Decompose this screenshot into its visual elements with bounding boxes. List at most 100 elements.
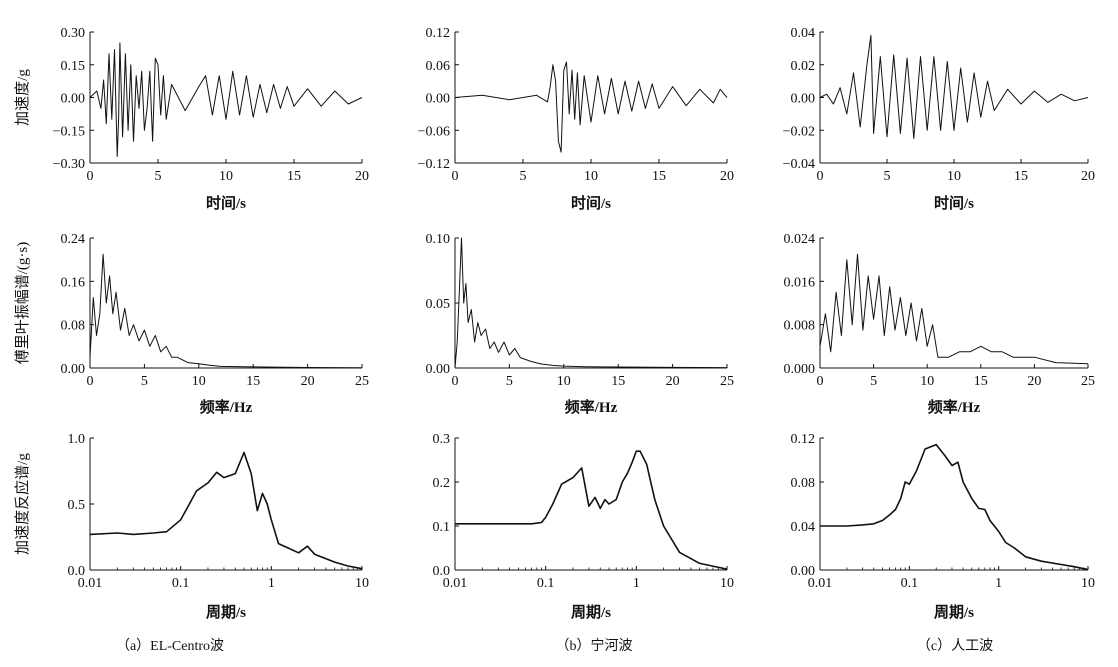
y-tick-label: 0.008 [784,319,816,334]
x-tick-label: 20 [1081,169,1095,184]
x-tick-label: 10 [720,576,734,591]
x-tick-label: 0 [817,374,824,389]
chart-b-fas: 0.00 0.05 0.10 0 5 10 15 20 25 频率/Hz [426,232,735,416]
y-tick-label: 0.00 [791,564,816,579]
x-tick-label: 25 [355,374,369,389]
x-tick-label: 25 [1081,374,1095,389]
x-axis-label: 周期/s [571,603,611,621]
y-tick-label: 0.3 [433,432,451,447]
chart-a-fas: 0.00 0.08 0.16 0.24 0 5 10 15 20 25 频率/Hz 傅里叶振幅谱/(g… [14,232,369,416]
y-axis-label: 傅里叶振幅谱/(g·s) [14,242,31,365]
y-tick-label: 0.2 [433,476,451,491]
x-tick-label: 10 [1081,576,1095,591]
y-tick-label: −0.15 [53,124,85,139]
chart-c-fas: 0.000 0.008 0.016 0.024 0 5 10 15 20 25 频率/Hz [784,232,1096,416]
y-tick-label: 0.15 [61,59,86,74]
x-axis-label: 周期/s [206,603,246,621]
plots-container: −0.30−0.150.000.150.300 5 10 15 20时间/s加速度/g−… [13,26,1095,621]
x-tick-label: 15 [287,169,301,184]
x-tick-label: 20 [301,374,315,389]
x-tick-label: 20 [1027,374,1041,389]
chart-b-rsa: 0.0 0.1 0.2 0.3 0.01 0.1 1 10 周期/s [433,432,735,621]
series-line [454,61,728,153]
y-tick-label: 0.0 [68,564,86,579]
y-tick-label: 0.00 [61,92,86,107]
x-tick-label: 15 [1014,169,1028,184]
y-tick-label: 0.024 [784,232,816,247]
y-tick-label: 0.08 [61,319,86,334]
x-tick-label: 5 [520,169,527,184]
x-tick-label: 0 [87,169,94,184]
series-line [820,443,1089,571]
x-axis-label: 时间/s [571,194,611,212]
series-line [819,253,1089,365]
y-tick-label: 0.1 [433,520,451,535]
x-tick-label: 0.01 [443,576,468,591]
x-tick-label: 5 [141,374,148,389]
y-tick-label: −0.04 [783,157,815,172]
y-tick-label: 0.04 [791,26,816,41]
y-tick-label: 0.30 [61,26,86,41]
x-tick-label: 15 [611,374,625,389]
chart-c-rsa: 0.00 0.04 0.08 0.12 0.01 0.1 1 10 周期/s [791,432,1096,621]
x-tick-label: 0 [452,374,459,389]
x-tick-label: 0 [817,169,824,184]
caption-c: （c）人工波 [917,638,993,654]
x-tick-label: 10 [355,576,369,591]
y-tick-label: 0.00 [61,362,86,377]
x-axis-label: 周期/s [934,603,974,621]
y-tick-label: 0.05 [426,297,451,312]
chart-b-acc: −0.12 −0.06 0.00 0.06 0.12 0 5 10 15 20 时间/s [418,26,734,212]
x-tick-label: 5 [506,374,513,389]
y-tick-label: −0.12 [418,157,450,172]
series-line [455,450,728,570]
x-tick-label: 0.1 [901,576,919,591]
x-tick-label: 10 [947,169,961,184]
series-line [819,34,1089,139]
x-tick-label: 0.01 [808,576,833,591]
x-tick-label: 15 [974,374,988,389]
x-tick-label: 0.01 [78,576,103,591]
y-axis-label: 加速度反应谱/g [13,453,31,555]
x-tick-label: 1 [995,576,1002,591]
x-axis-label: 频率/Hz [200,398,253,416]
y-tick-label: 0.016 [784,275,816,290]
y-tick-label: −0.30 [53,157,85,172]
caption-b: （b）宁河波 [556,637,633,654]
chart-a-rsa: 0.0 0.5 1.0 0.01 0.1 1 10 周期/s 加速度反应谱/g [13,432,369,621]
chart-c-acc: −0.04 −0.02 0.00 0.02 0.04 0 5 10 15 20 时间/s [783,26,1095,212]
y-tick-label: 0.02 [791,59,816,74]
y-tick-label: 1.0 [68,432,86,447]
y-axis-label: 加速度/g [14,69,31,126]
y-tick-label: 0.04 [791,520,816,535]
y-tick-label: 0.06 [426,59,451,74]
x-tick-label: 10 [920,374,934,389]
x-tick-label: 5 [155,169,162,184]
x-tick-label: 10 [584,169,598,184]
y-tick-label: 0.08 [791,476,816,491]
x-axis-label: 时间/s [206,194,246,212]
y-tick-label: 0.16 [61,275,86,290]
y-tick-label: 0.00 [426,362,451,377]
x-tick-label: 15 [652,169,666,184]
x-tick-label: 25 [720,374,734,389]
x-tick-label: 20 [720,169,734,184]
y-tick-label: −0.06 [418,124,450,139]
chart-a-acc: −0.30 −0.15 0.00 0.15 0.30 0 5 10 15 20 时间/s 加速度/g [14,26,369,212]
y-tick-label: 0.10 [426,232,451,247]
series-line [89,42,363,157]
x-tick-label: 0 [87,374,94,389]
x-tick-label: 20 [355,169,369,184]
x-tick-label: 10 [192,374,206,389]
y-tick-label: 0.12 [791,432,816,447]
y-tick-label: 0.00 [426,92,451,107]
y-tick-label: 0.000 [784,362,816,377]
x-tick-label: 20 [666,374,680,389]
series-line [89,253,363,369]
x-tick-label: 1 [268,576,275,591]
x-tick-label: 5 [870,374,877,389]
x-tick-label: 0.1 [537,576,555,591]
x-tick-label: 1 [633,576,640,591]
y-tick-label: 0.24 [61,232,86,247]
y-tick-label: 0.12 [426,26,451,41]
